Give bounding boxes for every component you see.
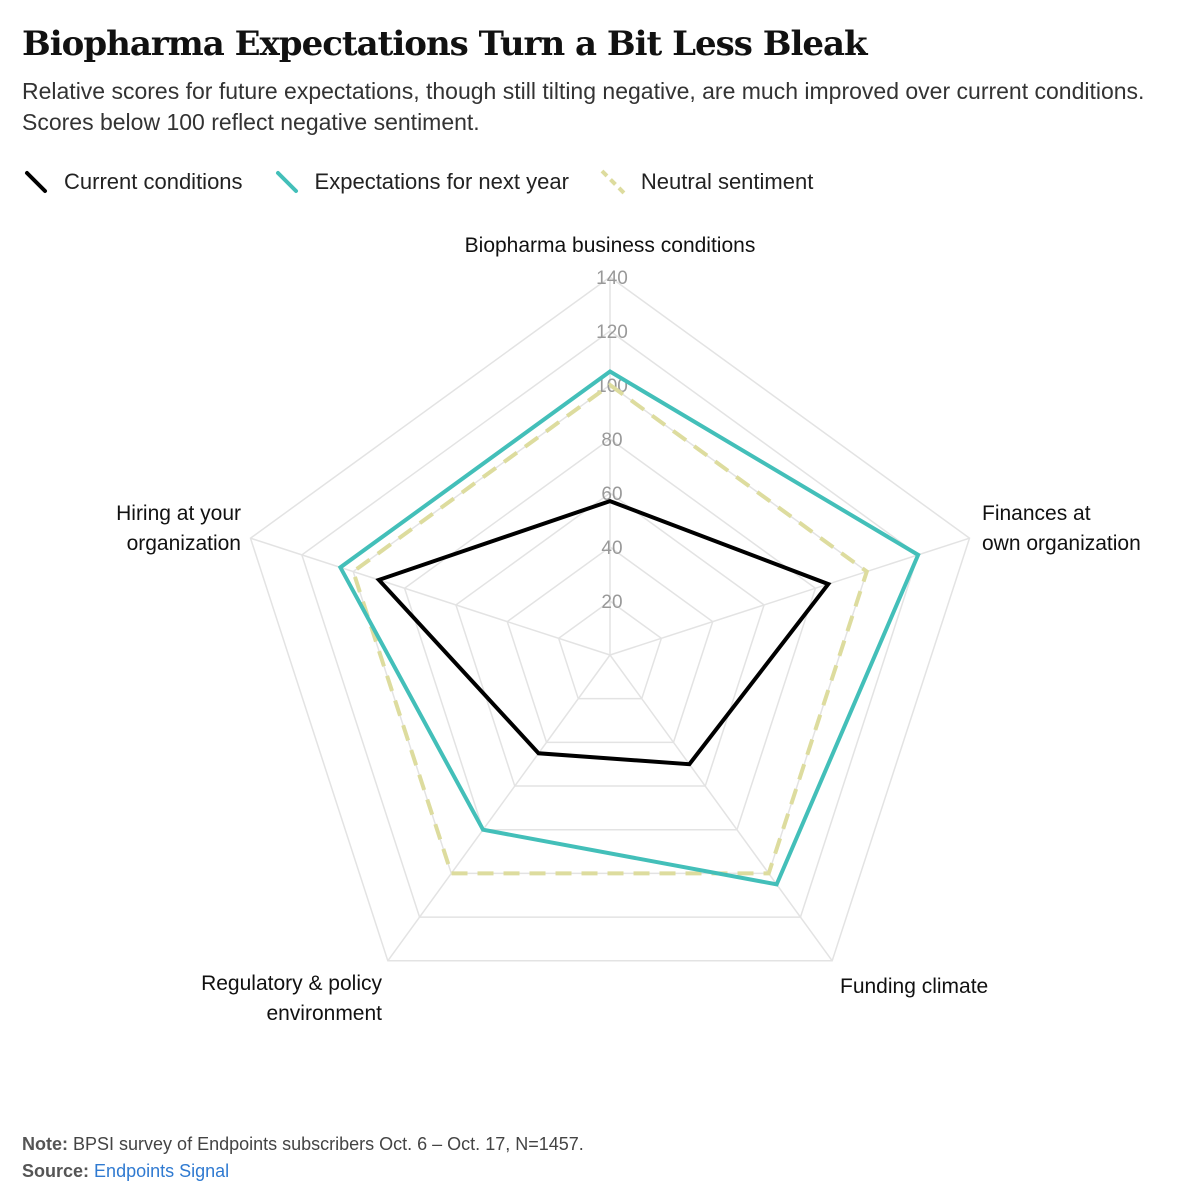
legend-swatch-neutral: [600, 169, 626, 195]
tick-label-120: 120: [596, 322, 628, 343]
legend-item-neutral: Neutral sentiment: [599, 168, 813, 196]
grid-spoke-1: [609, 537, 970, 656]
tick-label-80: 80: [601, 430, 622, 451]
legend-item-current: Current conditions: [22, 168, 243, 196]
legend-swatch-current: [25, 171, 47, 193]
legend: Current conditions Expectations for next…: [22, 168, 843, 196]
grid-ring-140: [249, 276, 971, 962]
tick-label-140: 140: [596, 268, 628, 289]
chart-title: Biopharma Expectations Turn a Bit Less B…: [22, 24, 868, 64]
note-text: BPSI survey of Endpoints subscribers Oct…: [73, 1134, 584, 1154]
tick-label-40: 40: [601, 538, 622, 559]
axis-label-0: Biopharma business conditions: [465, 234, 756, 257]
legend-label-neutral: Neutral sentiment: [640, 169, 814, 194]
grid-ring-20: [557, 600, 663, 700]
series-current-conditions: [375, 498, 832, 767]
legend-label-expectations: Expectations for next year: [314, 169, 569, 194]
grid-ring-40: [506, 546, 714, 744]
footer-source: Source: Endpoints Signal: [22, 1158, 584, 1185]
grid-ring-80: [403, 438, 817, 831]
footer: Note: BPSI survey of Endpoints subscribe…: [22, 1131, 584, 1185]
series-expectations-for-next-year: [337, 369, 921, 887]
footer-note: Note: BPSI survey of Endpoints subscribe…: [22, 1131, 584, 1158]
axis-label-2: Funding climate: [840, 975, 988, 998]
axis-label-3: Regulatory & policy environment: [201, 972, 382, 1025]
grid-spoke-3: [387, 654, 611, 962]
note-label: Note:: [22, 1134, 68, 1154]
grid-ring-120: [300, 330, 920, 918]
grid-spoke-2: [609, 654, 833, 962]
chart-subtitle: Relative scores for future expectations,…: [22, 78, 1145, 135]
axis-label-1: Finances at own organization: [982, 502, 1141, 555]
tick-label-60: 60: [601, 484, 622, 505]
series-neutral-sentiment: [350, 382, 870, 876]
legend-label-current: Current conditions: [64, 169, 243, 194]
legend-item-expectations: Expectations for next year: [273, 168, 569, 196]
source-label: Source:: [22, 1161, 90, 1181]
tick-label-20: 20: [601, 592, 622, 613]
grid-ring-60: [455, 492, 765, 787]
legend-swatch-expectations: [275, 171, 298, 193]
axis-label-4: Hiring at your organization: [116, 502, 241, 555]
source-link[interactable]: Endpoints Signal: [94, 1161, 230, 1181]
grid-spoke-4: [250, 537, 611, 656]
